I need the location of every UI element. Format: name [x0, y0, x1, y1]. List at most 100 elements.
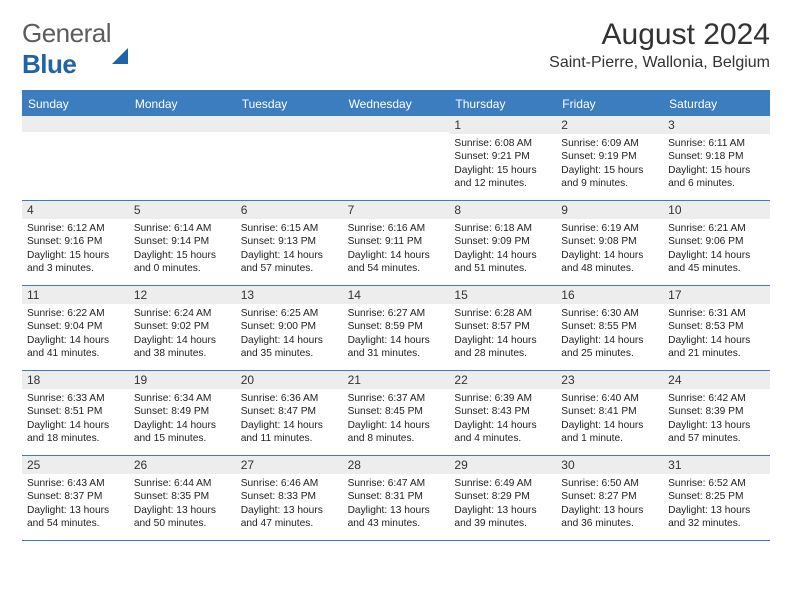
daylight-text: Daylight: 13 hours and 43 minutes.: [348, 504, 445, 531]
day-info: Sunrise: 6:44 AMSunset: 8:35 PMDaylight:…: [129, 474, 236, 534]
daylight-text: Daylight: 15 hours and 9 minutes.: [561, 164, 658, 191]
day-info: [343, 132, 450, 139]
day-number: [236, 116, 343, 132]
day-info: Sunrise: 6:33 AMSunset: 8:51 PMDaylight:…: [22, 389, 129, 449]
day-number: 12: [129, 286, 236, 304]
page: General Blue August 2024 Saint-Pierre, W…: [0, 0, 792, 551]
daylight-text: Daylight: 14 hours and 48 minutes.: [561, 249, 658, 276]
day-info: Sunrise: 6:11 AMSunset: 9:18 PMDaylight:…: [663, 134, 770, 194]
sunset-text: Sunset: 9:21 PM: [454, 150, 551, 163]
day-number: 9: [556, 201, 663, 219]
day-cell: 11Sunrise: 6:22 AMSunset: 9:04 PMDayligh…: [22, 286, 129, 370]
sunset-text: Sunset: 9:19 PM: [561, 150, 658, 163]
daylight-text: Daylight: 15 hours and 6 minutes.: [668, 164, 765, 191]
day-info: Sunrise: 6:18 AMSunset: 9:09 PMDaylight:…: [449, 219, 556, 279]
sunset-text: Sunset: 8:27 PM: [561, 490, 658, 503]
sunset-text: Sunset: 9:02 PM: [134, 320, 231, 333]
sunrise-text: Sunrise: 6:19 AM: [561, 222, 658, 235]
daylight-text: Daylight: 14 hours and 41 minutes.: [27, 334, 124, 361]
day-info: Sunrise: 6:19 AMSunset: 9:08 PMDaylight:…: [556, 219, 663, 279]
day-cell: 7Sunrise: 6:16 AMSunset: 9:11 PMDaylight…: [343, 201, 450, 285]
day-header-row: SundayMondayTuesdayWednesdayThursdayFrid…: [22, 92, 770, 116]
sunset-text: Sunset: 8:25 PM: [668, 490, 765, 503]
daylight-text: Daylight: 14 hours and 31 minutes.: [348, 334, 445, 361]
daylight-text: Daylight: 13 hours and 47 minutes.: [241, 504, 338, 531]
daylight-text: Daylight: 13 hours and 54 minutes.: [27, 504, 124, 531]
day-number: 15: [449, 286, 556, 304]
day-header: Wednesday: [343, 92, 450, 116]
daylight-text: Daylight: 15 hours and 0 minutes.: [134, 249, 231, 276]
daylight-text: Daylight: 14 hours and 25 minutes.: [561, 334, 658, 361]
sunset-text: Sunset: 8:37 PM: [27, 490, 124, 503]
sunset-text: Sunset: 9:09 PM: [454, 235, 551, 248]
daylight-text: Daylight: 14 hours and 1 minute.: [561, 419, 658, 446]
week-row: 25Sunrise: 6:43 AMSunset: 8:37 PMDayligh…: [22, 456, 770, 541]
day-number: 27: [236, 456, 343, 474]
sunset-text: Sunset: 8:45 PM: [348, 405, 445, 418]
day-info: Sunrise: 6:12 AMSunset: 9:16 PMDaylight:…: [22, 219, 129, 279]
sunrise-text: Sunrise: 6:09 AM: [561, 137, 658, 150]
day-number: 2: [556, 116, 663, 134]
day-number: 24: [663, 371, 770, 389]
daylight-text: Daylight: 14 hours and 57 minutes.: [241, 249, 338, 276]
week-row: 18Sunrise: 6:33 AMSunset: 8:51 PMDayligh…: [22, 371, 770, 456]
day-info: Sunrise: 6:36 AMSunset: 8:47 PMDaylight:…: [236, 389, 343, 449]
day-cell: [236, 116, 343, 200]
day-number: 18: [22, 371, 129, 389]
sunset-text: Sunset: 9:06 PM: [668, 235, 765, 248]
sunset-text: Sunset: 8:59 PM: [348, 320, 445, 333]
day-cell: 17Sunrise: 6:31 AMSunset: 8:53 PMDayligh…: [663, 286, 770, 370]
day-info: Sunrise: 6:09 AMSunset: 9:19 PMDaylight:…: [556, 134, 663, 194]
sunset-text: Sunset: 8:33 PM: [241, 490, 338, 503]
sunrise-text: Sunrise: 6:42 AM: [668, 392, 765, 405]
day-number: 8: [449, 201, 556, 219]
triangle-icon: [112, 18, 128, 64]
day-cell: 20Sunrise: 6:36 AMSunset: 8:47 PMDayligh…: [236, 371, 343, 455]
day-info: Sunrise: 6:52 AMSunset: 8:25 PMDaylight:…: [663, 474, 770, 534]
sunrise-text: Sunrise: 6:43 AM: [27, 477, 124, 490]
day-cell: [129, 116, 236, 200]
day-info: Sunrise: 6:08 AMSunset: 9:21 PMDaylight:…: [449, 134, 556, 194]
day-cell: 12Sunrise: 6:24 AMSunset: 9:02 PMDayligh…: [129, 286, 236, 370]
day-number: 23: [556, 371, 663, 389]
day-cell: 14Sunrise: 6:27 AMSunset: 8:59 PMDayligh…: [343, 286, 450, 370]
day-info: Sunrise: 6:46 AMSunset: 8:33 PMDaylight:…: [236, 474, 343, 534]
weeks-container: 1Sunrise: 6:08 AMSunset: 9:21 PMDaylight…: [22, 116, 770, 541]
brand-part1: General: [22, 18, 111, 48]
day-cell: 16Sunrise: 6:30 AMSunset: 8:55 PMDayligh…: [556, 286, 663, 370]
brand-logo: General Blue: [22, 18, 128, 80]
sunset-text: Sunset: 8:31 PM: [348, 490, 445, 503]
day-info: [22, 132, 129, 139]
day-number: 5: [129, 201, 236, 219]
day-info: Sunrise: 6:27 AMSunset: 8:59 PMDaylight:…: [343, 304, 450, 364]
daylight-text: Daylight: 14 hours and 21 minutes.: [668, 334, 765, 361]
header-bar: General Blue August 2024 Saint-Pierre, W…: [22, 18, 770, 80]
sunset-text: Sunset: 9:13 PM: [241, 235, 338, 248]
sunrise-text: Sunrise: 6:15 AM: [241, 222, 338, 235]
day-cell: 6Sunrise: 6:15 AMSunset: 9:13 PMDaylight…: [236, 201, 343, 285]
day-cell: 30Sunrise: 6:50 AMSunset: 8:27 PMDayligh…: [556, 456, 663, 540]
day-info: Sunrise: 6:43 AMSunset: 8:37 PMDaylight:…: [22, 474, 129, 534]
sunset-text: Sunset: 8:43 PM: [454, 405, 551, 418]
sunrise-text: Sunrise: 6:50 AM: [561, 477, 658, 490]
day-cell: [22, 116, 129, 200]
day-cell: 3Sunrise: 6:11 AMSunset: 9:18 PMDaylight…: [663, 116, 770, 200]
sunrise-text: Sunrise: 6:31 AM: [668, 307, 765, 320]
day-number: 14: [343, 286, 450, 304]
day-info: Sunrise: 6:24 AMSunset: 9:02 PMDaylight:…: [129, 304, 236, 364]
day-header: Saturday: [663, 92, 770, 116]
month-title: August 2024: [549, 18, 770, 52]
day-number: 7: [343, 201, 450, 219]
daylight-text: Daylight: 14 hours and 15 minutes.: [134, 419, 231, 446]
calendar: SundayMondayTuesdayWednesdayThursdayFrid…: [22, 90, 770, 541]
day-info: Sunrise: 6:37 AMSunset: 8:45 PMDaylight:…: [343, 389, 450, 449]
sunrise-text: Sunrise: 6:16 AM: [348, 222, 445, 235]
day-cell: 19Sunrise: 6:34 AMSunset: 8:49 PMDayligh…: [129, 371, 236, 455]
day-cell: 5Sunrise: 6:14 AMSunset: 9:14 PMDaylight…: [129, 201, 236, 285]
day-number: 20: [236, 371, 343, 389]
day-info: Sunrise: 6:31 AMSunset: 8:53 PMDaylight:…: [663, 304, 770, 364]
day-number: [343, 116, 450, 132]
day-info: Sunrise: 6:16 AMSunset: 9:11 PMDaylight:…: [343, 219, 450, 279]
sunset-text: Sunset: 9:16 PM: [27, 235, 124, 248]
day-number: [22, 116, 129, 132]
